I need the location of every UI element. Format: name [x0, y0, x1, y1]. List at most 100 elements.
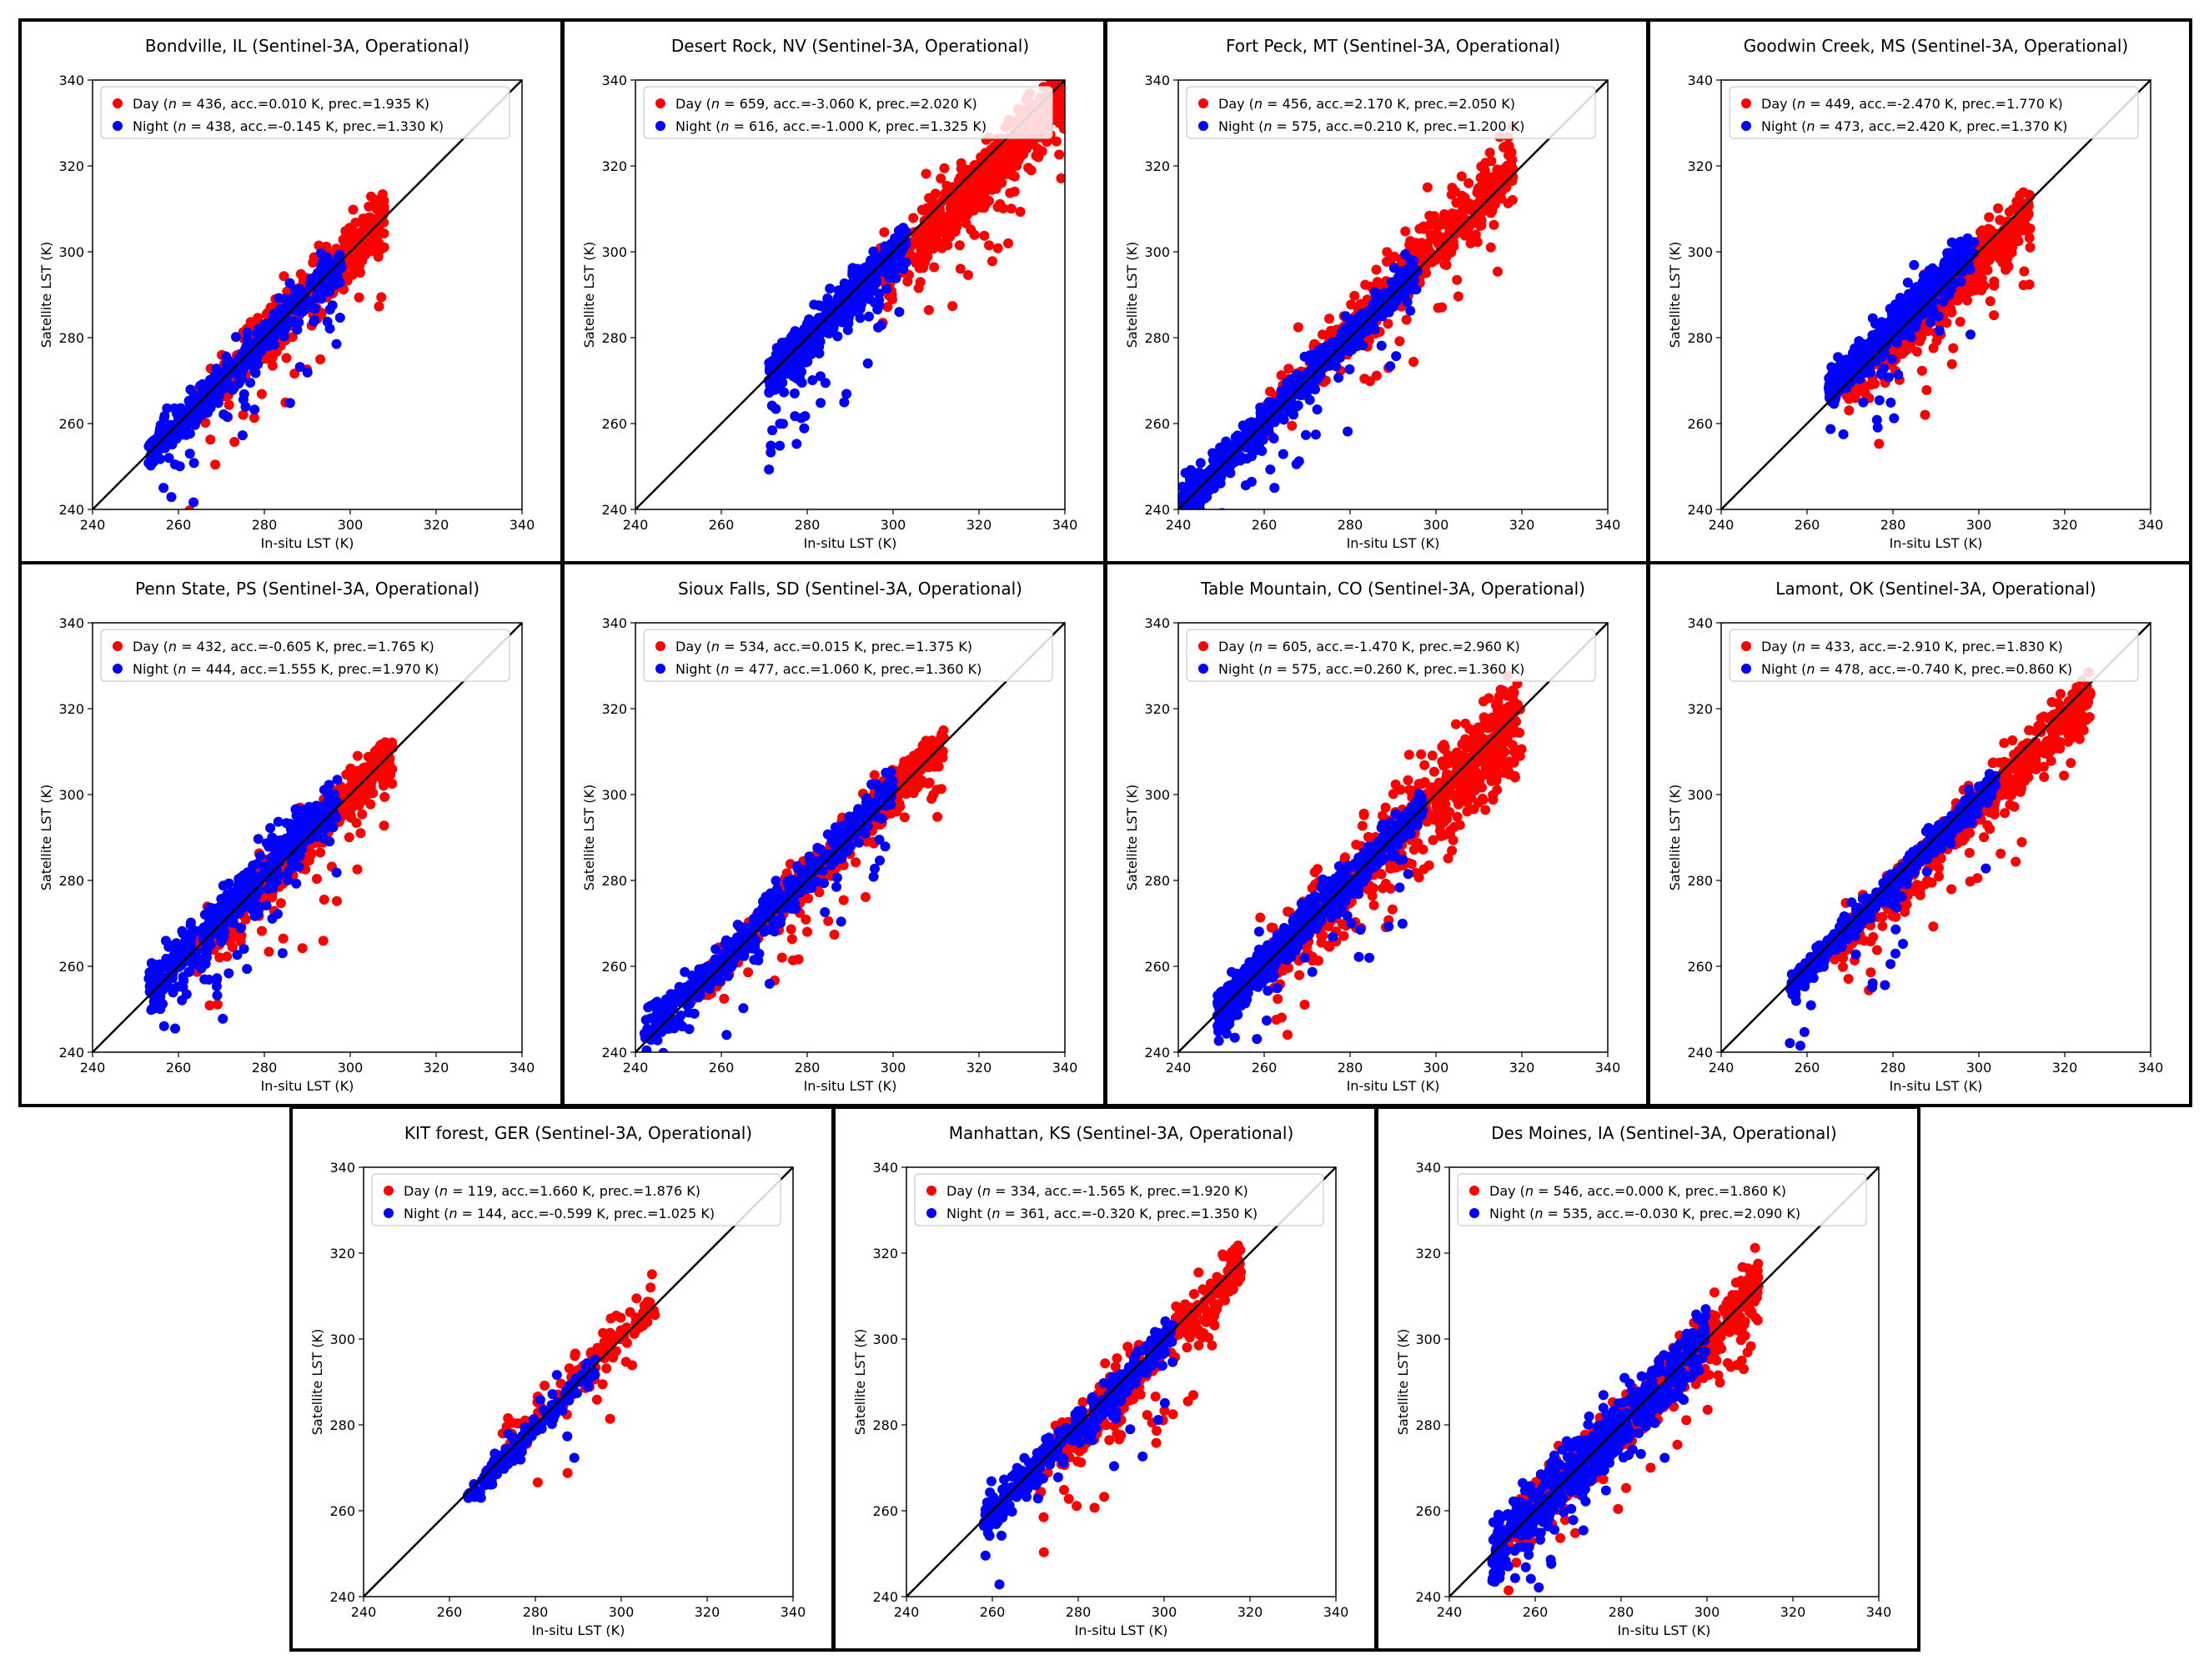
- x-tick-label: 300: [881, 517, 906, 533]
- data-point-night: [320, 255, 330, 266]
- data-point-day: [360, 214, 371, 225]
- data-point-day: [879, 227, 890, 238]
- legend-marker: [655, 98, 665, 108]
- data-point-night: [1901, 301, 1912, 312]
- data-point-night: [1900, 329, 1910, 340]
- data-point-night: [277, 948, 288, 959]
- data-point-day: [365, 799, 376, 810]
- data-point-night: [1885, 325, 1896, 335]
- data-point-night: [1247, 451, 1257, 462]
- data-point-night: [815, 371, 826, 382]
- data-point-day: [1946, 359, 1957, 369]
- data-points: [1823, 187, 2036, 449]
- data-point-night: [211, 392, 222, 403]
- data-point-day: [1058, 123, 1065, 134]
- data-point-night: [178, 982, 188, 993]
- data-point-night: [896, 225, 907, 236]
- data-point-day: [954, 240, 965, 251]
- data-point-night: [326, 279, 337, 290]
- data-point-day: [1953, 291, 1964, 302]
- data-point-night: [1256, 410, 1267, 421]
- data-point-day: [947, 301, 958, 312]
- scatter-plot: Penn State, PS (Sentinel-3A, Operational…: [38, 579, 535, 1094]
- data-point-night: [261, 838, 272, 849]
- legend-entry: Night (n = 616, acc.=-1.000 K, prec.=1.3…: [675, 118, 987, 134]
- data-point-night: [850, 278, 860, 288]
- data-point-night: [1938, 296, 1949, 307]
- data-point-day: [359, 762, 370, 773]
- legend: Day (n = 436, acc.=0.010 K, prec.=1.935 …: [100, 86, 510, 139]
- data-point-night: [245, 378, 256, 388]
- data-point-day: [295, 268, 306, 279]
- data-point-night: [227, 380, 237, 391]
- data-point-night: [804, 314, 815, 324]
- data-point-night: [242, 333, 253, 344]
- data-point-night: [238, 389, 249, 399]
- chart-title: Fort Peck, MT (Sentinel-3A, Operational): [1226, 36, 1560, 56]
- data-point-night: [1948, 255, 1959, 266]
- data-point-day: [2004, 207, 2015, 218]
- data-point-day: [1054, 110, 1064, 121]
- y-tick-label: 340: [1687, 73, 1713, 88]
- data-point-night: [1849, 353, 1860, 364]
- data-point-night: [1934, 283, 1945, 294]
- legend-entry: Night (n = 473, acc.=2.420 K, prec.=1.37…: [1761, 118, 2067, 134]
- data-point-night: [231, 332, 241, 343]
- data-point-night: [1299, 351, 1310, 362]
- y-tick-label: 300: [1687, 244, 1713, 260]
- data-point-day: [1916, 365, 1927, 376]
- x-tick-label: 240: [80, 517, 106, 533]
- data-point-day: [1458, 199, 1468, 210]
- data-point-night: [1301, 429, 1311, 440]
- data-point-night: [166, 492, 177, 503]
- data-point-night: [283, 875, 293, 885]
- data-point-night: [212, 973, 223, 984]
- data-point-night: [835, 290, 846, 301]
- chart-title: Goodwin Creek, MS (Sentinel-3A, Operatio…: [1744, 36, 2128, 56]
- data-point-day: [910, 253, 921, 264]
- data-point-day: [987, 256, 997, 267]
- y-tick-label: 320: [1687, 158, 1713, 174]
- data-point-night: [294, 362, 305, 373]
- data-point-day: [315, 354, 326, 364]
- data-point-day: [379, 820, 389, 831]
- y-tick-label: 340: [58, 73, 84, 88]
- data-point-day: [951, 185, 962, 196]
- data-point-night: [223, 367, 233, 378]
- data-point-night: [1238, 441, 1248, 452]
- legend-box: [1729, 86, 2139, 139]
- legend: Day (n = 449, acc.=-2.470 K, prec.=1.770…: [1729, 86, 2139, 139]
- data-point-day: [1324, 313, 1334, 324]
- data-point-day: [1408, 357, 1419, 367]
- axes-frame: [1177, 79, 1609, 510]
- data-point-day: [1287, 420, 1298, 431]
- data-point-day: [1032, 143, 1043, 154]
- data-point-night: [1887, 354, 1898, 364]
- data-point-night: [302, 367, 313, 378]
- data-point-night: [284, 305, 294, 316]
- data-point-day: [1450, 208, 1461, 219]
- x-tick-label: 320: [1509, 517, 1535, 533]
- data-point-day: [378, 780, 389, 791]
- data-point-day: [1424, 219, 1435, 230]
- legend-entry: Night (n = 438, acc.=-0.145 K, prec.=1.3…: [133, 118, 444, 134]
- x-tick-label: 240: [623, 517, 649, 533]
- data-point-day: [2006, 223, 2016, 234]
- data-point-night: [215, 368, 226, 379]
- data-point-night: [143, 441, 154, 452]
- data-point-night: [249, 404, 260, 415]
- data-point-night: [255, 850, 266, 861]
- data-points: [143, 737, 399, 1034]
- data-point-day: [921, 168, 931, 179]
- data-point-day: [1499, 180, 1509, 191]
- x-tick-label: 300: [338, 517, 364, 533]
- data-point-day: [343, 234, 354, 245]
- data-point-night: [775, 344, 786, 354]
- data-point-day: [332, 895, 342, 906]
- data-point-night: [796, 413, 806, 424]
- data-point-day: [2001, 253, 2011, 263]
- y-tick-label: 340: [601, 73, 627, 88]
- data-point-day: [376, 205, 387, 216]
- data-point-night: [874, 288, 885, 299]
- data-point-night: [789, 350, 800, 361]
